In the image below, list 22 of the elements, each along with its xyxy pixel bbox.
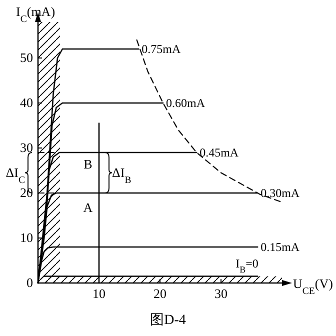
annotation: ΔI$_{B}$ bbox=[112, 164, 132, 186]
series-label: I$_{B}$=0 bbox=[236, 256, 258, 274]
text: ΔI$_{C}$ bbox=[6, 164, 25, 186]
series-label: 0.45mA bbox=[200, 146, 239, 160]
text: 图D-4 bbox=[150, 313, 186, 328]
y-tick-label: 40 bbox=[20, 95, 33, 110]
y-axis-title: I$_{C}$(mA) bbox=[16, 4, 56, 24]
x-tick-label: 10 bbox=[92, 286, 106, 301]
series-label: 0.75mA bbox=[142, 42, 181, 56]
series-label: 0.30mA bbox=[260, 186, 300, 200]
y-tick-label: 50 bbox=[20, 50, 33, 65]
series-label: 0.60mA bbox=[166, 96, 206, 110]
x-tick-label: 30 bbox=[214, 286, 228, 301]
y-tick-label: 10 bbox=[20, 230, 33, 245]
x-tick-label: 20 bbox=[154, 286, 166, 301]
series-label: 0.15mA bbox=[260, 240, 300, 254]
annotation: B bbox=[84, 156, 93, 172]
y-tick-label: 0 bbox=[26, 275, 33, 290]
x-axis-title: U$_{CE}$(V) bbox=[293, 276, 333, 296]
y-tick-label: 20 bbox=[20, 185, 33, 200]
annotation: A bbox=[83, 200, 94, 215]
y-tick-label: 30 bbox=[20, 140, 33, 155]
